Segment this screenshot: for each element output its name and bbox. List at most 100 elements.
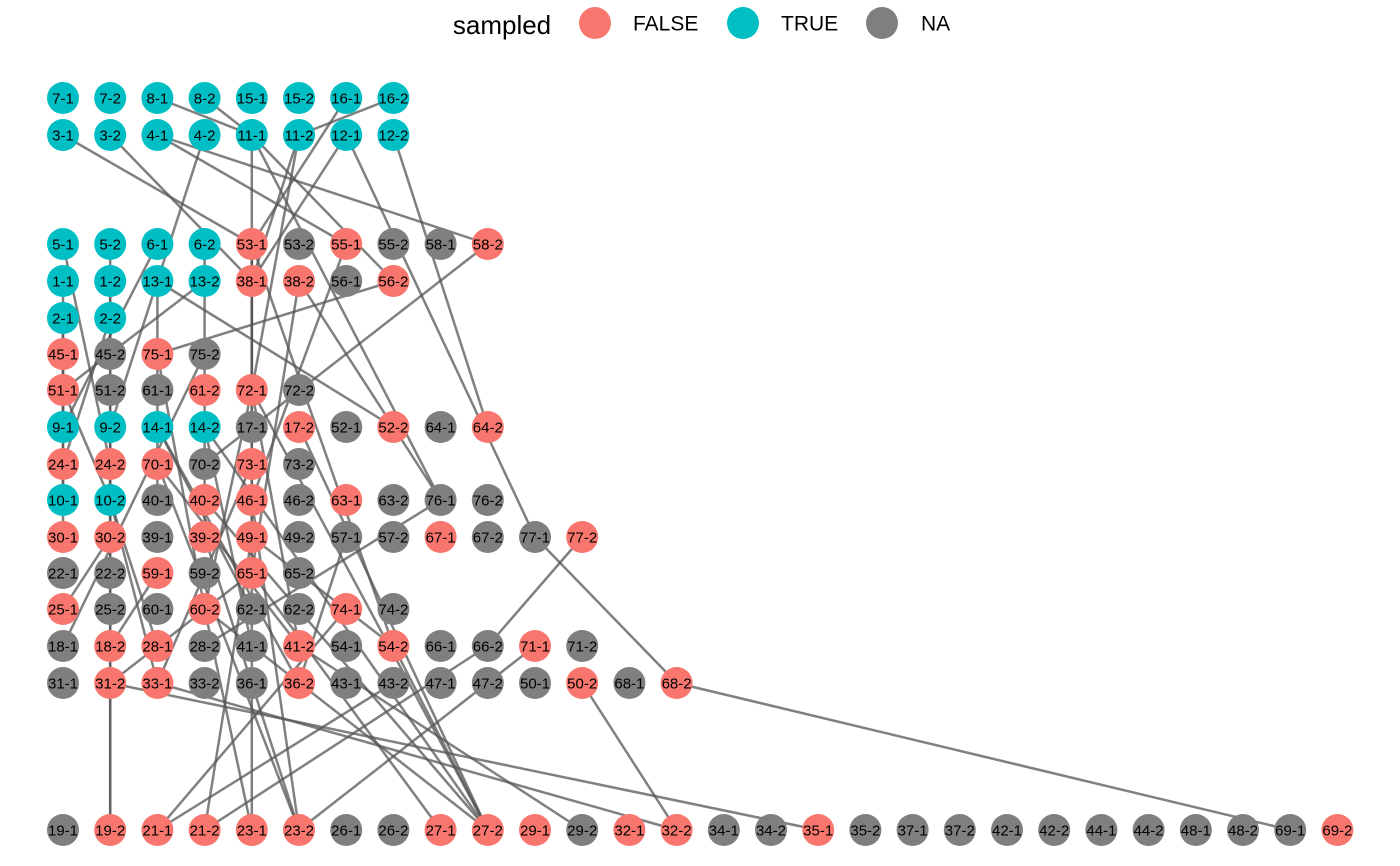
node-label: 71-1 xyxy=(520,639,550,656)
node-label: 74-2 xyxy=(378,602,408,619)
node-label: 10-2 xyxy=(95,493,125,510)
node xyxy=(94,265,127,297)
node-label: 25-1 xyxy=(48,602,78,619)
nodes: 7-1 7-2 8-1 8-2 15-1 15-2 16-1 16-2 3-1 3-2 4-1 4-2… xyxy=(47,82,1354,846)
node-label: 39-2 xyxy=(190,530,220,547)
node xyxy=(283,667,315,699)
node-label: 46-2 xyxy=(284,493,314,510)
node xyxy=(188,593,221,625)
node-label: 35-2 xyxy=(850,823,880,840)
node-label: 36-1 xyxy=(237,676,267,693)
node xyxy=(283,630,315,662)
node-label: 16-2 xyxy=(378,91,408,108)
node-label: 23-1 xyxy=(237,823,267,840)
node-label: 72-2 xyxy=(284,383,314,400)
node-label: 25-2 xyxy=(95,602,125,619)
node xyxy=(377,521,410,553)
node-label: 74-1 xyxy=(331,602,361,619)
node xyxy=(330,484,363,516)
node xyxy=(471,630,504,662)
node-label: 51-2 xyxy=(95,383,125,400)
node-label: 32-2 xyxy=(662,823,692,840)
node-label: 16-1 xyxy=(331,91,361,108)
node-label: 43-2 xyxy=(378,676,408,693)
node xyxy=(283,411,315,443)
node xyxy=(47,82,79,114)
node-label: 14-2 xyxy=(190,420,220,437)
node-label: 38-1 xyxy=(237,274,267,291)
node xyxy=(1321,814,1354,846)
node-label: 36-2 xyxy=(284,676,314,693)
node-label: 3-1 xyxy=(52,128,74,145)
node-label: 62-2 xyxy=(284,602,314,619)
node xyxy=(1227,814,1259,846)
node xyxy=(330,411,363,443)
node xyxy=(566,521,599,553)
node xyxy=(141,374,174,406)
node xyxy=(330,228,363,260)
node-label: 35-1 xyxy=(803,823,833,840)
edge xyxy=(297,280,442,501)
node xyxy=(566,667,599,699)
node xyxy=(94,667,127,699)
node-label: 11-2 xyxy=(285,128,314,145)
node-label: 49-1 xyxy=(237,530,267,547)
node xyxy=(188,411,221,443)
node xyxy=(235,228,268,260)
node-label: 55-2 xyxy=(378,237,408,254)
node xyxy=(330,593,363,625)
node xyxy=(613,667,646,699)
node-label: 57-2 xyxy=(378,530,408,547)
node xyxy=(94,119,127,151)
node-label: 61-1 xyxy=(142,383,172,400)
node xyxy=(94,484,127,516)
node-label: 21-2 xyxy=(190,823,220,840)
node-label: 8-1 xyxy=(147,91,169,108)
node-label: 58-1 xyxy=(426,237,456,254)
node-label: 70-2 xyxy=(190,457,220,474)
node-label: 31-1 xyxy=(48,676,78,693)
node xyxy=(471,814,504,846)
node-label: 30-2 xyxy=(95,530,125,547)
node xyxy=(424,228,457,260)
node xyxy=(330,630,363,662)
node-label: 41-2 xyxy=(284,639,314,656)
node xyxy=(283,593,315,625)
node-label: 69-1 xyxy=(1275,823,1305,840)
legend-label: TRUE xyxy=(781,13,838,36)
node xyxy=(660,814,693,846)
edge xyxy=(250,134,348,282)
node-label: 15-2 xyxy=(284,91,314,108)
node xyxy=(94,814,127,846)
edge xyxy=(157,279,394,356)
node xyxy=(47,814,79,846)
node xyxy=(1038,814,1071,846)
node xyxy=(330,265,363,297)
node-label: 33-2 xyxy=(190,676,220,693)
node xyxy=(377,411,410,443)
node-label: 27-2 xyxy=(473,823,503,840)
edge xyxy=(156,463,300,647)
edge xyxy=(250,243,395,647)
node-label: 23-2 xyxy=(284,823,314,840)
node xyxy=(141,521,174,553)
node-label: 29-1 xyxy=(520,823,550,840)
node-label: 55-1 xyxy=(331,237,361,254)
node-label: 59-2 xyxy=(190,566,220,583)
node-label: 71-2 xyxy=(567,639,597,656)
node xyxy=(377,630,410,662)
node-label: 22-1 xyxy=(48,566,78,583)
node-label: 5-2 xyxy=(99,237,121,254)
node-label: 13-2 xyxy=(190,274,220,291)
node xyxy=(47,265,79,297)
node xyxy=(47,448,79,480)
node-label: 51-1 xyxy=(48,383,78,400)
node-label: 14-1 xyxy=(142,420,172,437)
node xyxy=(235,521,268,553)
node xyxy=(424,630,457,662)
node-label: 72-1 xyxy=(237,383,267,400)
edge xyxy=(298,96,394,137)
node xyxy=(141,814,174,846)
node-label: 42-2 xyxy=(1039,823,1069,840)
node xyxy=(283,521,315,553)
